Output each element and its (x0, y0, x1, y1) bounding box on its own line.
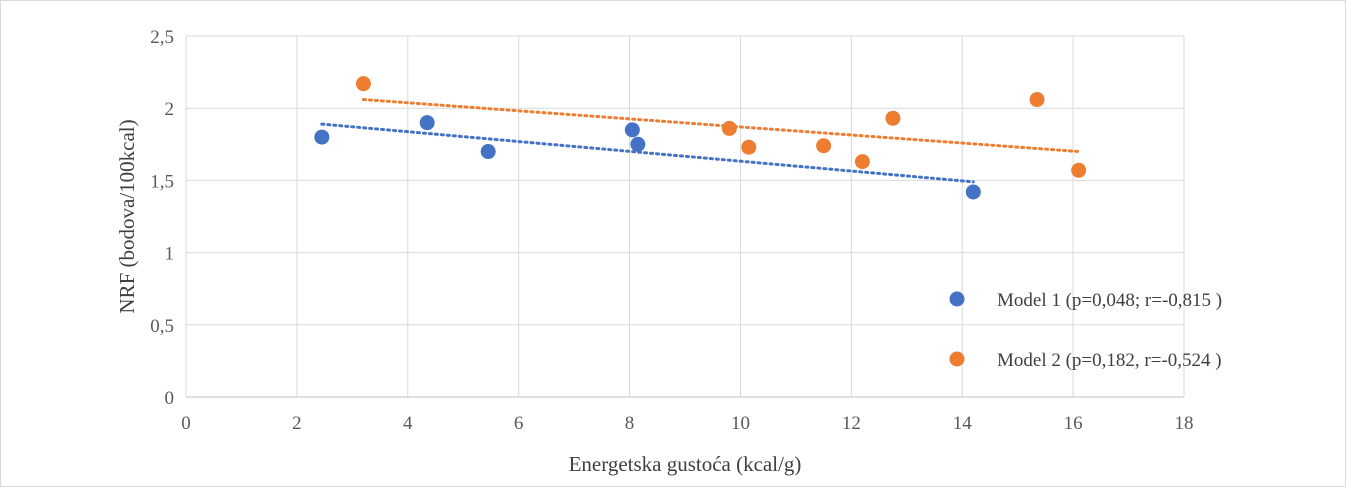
legend-marker-series-2 (949, 351, 965, 367)
data-point-series-2 (854, 154, 870, 170)
trendline-series-2 (361, 98, 1081, 154)
data-point-series-1 (314, 129, 330, 145)
x-tick-label: 12 (842, 413, 861, 434)
axes: 0 2 4 6 8 10 12 14 16 18 0 0,5 1 1,5 2 2,5 (150, 27, 1193, 434)
y-tick-label: 2 (165, 99, 175, 120)
data-point-series-2 (816, 138, 832, 154)
data-point-series-2 (721, 120, 737, 136)
data-point-series-2 (1071, 162, 1087, 178)
x-tick-label: 2 (292, 413, 302, 434)
x-tick-label: 8 (625, 413, 635, 434)
x-tick-label: 14 (953, 413, 973, 434)
data-point-series-1 (630, 136, 646, 152)
data-point-series-2 (885, 110, 901, 126)
y-tick-label: 1,5 (150, 171, 174, 192)
x-tick-label: 18 (1175, 413, 1194, 434)
data-points (314, 76, 1087, 200)
x-tick-label: 10 (731, 413, 750, 434)
x-tick-label: 6 (514, 413, 524, 434)
x-axis-title: Energetska gustoća (kcal/g) (569, 452, 802, 476)
data-point-series-1 (419, 115, 435, 131)
trendline-series-1 (320, 122, 975, 184)
x-tick-label: 16 (1064, 413, 1083, 434)
x-tick-label: 0 (181, 413, 191, 434)
y-tick-label: 0 (165, 388, 175, 409)
trendlines (320, 98, 1081, 184)
y-tick-label: 0,5 (150, 316, 174, 337)
data-point-series-2 (1029, 92, 1045, 108)
x-tick-label: 4 (403, 413, 413, 434)
y-axis-title: NRF (bodova/100kcal) (115, 119, 139, 313)
y-tick-label: 1 (165, 244, 175, 265)
data-point-series-1 (624, 122, 640, 138)
data-point-series-1 (480, 144, 496, 160)
legend: Model 1 (p=0,048; r=-0,815 ) Model 2 (p=0… (949, 290, 1222, 371)
y-tick-label: 2,5 (150, 27, 174, 48)
data-point-series-2 (741, 139, 757, 155)
legend-label-series-1: Model 1 (p=0,048; r=-0,815 ) (997, 290, 1222, 311)
legend-label-series-2: Model 2 (p=0,182, r=-0,524 ) (997, 350, 1222, 371)
data-point-series-1 (965, 184, 981, 200)
grid (185, 35, 1185, 398)
legend-marker-series-1 (949, 291, 965, 307)
data-point-series-2 (355, 76, 371, 92)
